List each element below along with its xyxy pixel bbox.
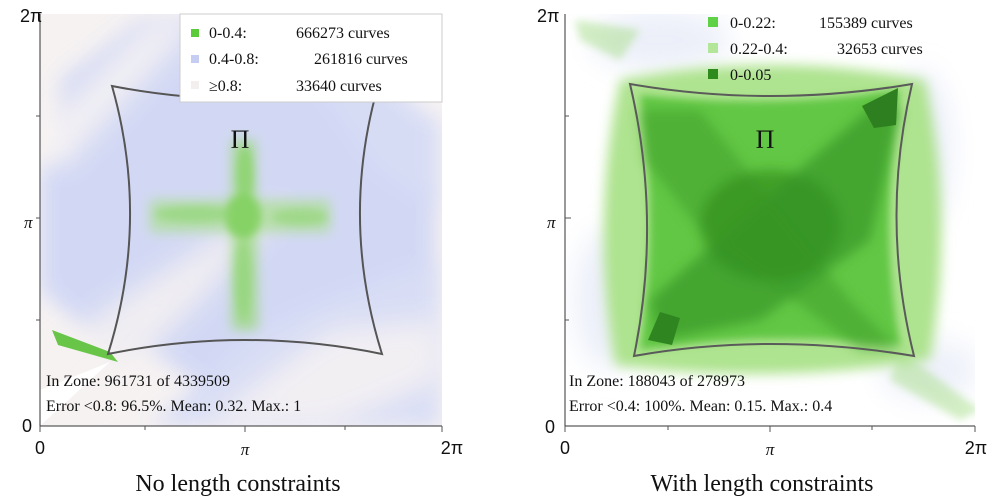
left-x-tick-2pi: 2π xyxy=(441,438,463,458)
right-legend-swatch-0 xyxy=(708,17,718,27)
right-dark-green-diagonals xyxy=(640,100,900,350)
left-legend-count-2: 33640 curves xyxy=(296,78,382,95)
left-legend-name-2: ≥0.8: xyxy=(209,78,242,95)
right-legend-swatch-1 xyxy=(708,43,718,53)
right-legend: 0-0.22: 155389 curves 0.22-0.4: 32653 cu… xyxy=(708,15,923,84)
left-caption: No length constraints xyxy=(135,471,340,497)
right-x-tick-pi: π xyxy=(766,440,775,459)
left-y-tick-pi: π xyxy=(24,213,33,232)
right-legend-swatch-2 xyxy=(708,69,718,79)
right-legend-name-0: 0-0.22: xyxy=(730,15,776,32)
right-dark-corners xyxy=(648,88,898,345)
left-y-tick-2pi: 2π xyxy=(20,6,42,26)
left-green-edge xyxy=(52,330,118,362)
left-legend-swatch-1 xyxy=(191,55,199,63)
right-zone-boundary xyxy=(628,82,916,358)
left-green-core xyxy=(155,147,328,320)
left-stats-error: Error <0.8: 96.5%. Mean: 0.32. Max.: 1 xyxy=(46,398,301,415)
right-point-cloud xyxy=(575,14,975,420)
left-x-tick-0: 0 xyxy=(35,438,45,458)
left-x-tick-pi: π xyxy=(241,440,250,459)
right-legend-count-0: 155389 curves xyxy=(819,15,913,32)
left-legend-swatch-2 xyxy=(191,81,199,89)
right-y-tick-pi: π xyxy=(547,213,556,232)
left-legend-swatch-0 xyxy=(191,29,199,37)
left-region-label: Π xyxy=(231,125,250,154)
right-caption: With length constraints xyxy=(651,471,874,497)
left-legend: 0-0.4: 666273 curves 0.4-0.8: 261816 cur… xyxy=(179,13,443,103)
left-panel: Π 2π π 0 0 π 2π 0-0.4: 666273 curves 0 xyxy=(20,6,463,497)
right-legend-name-2: 0-0.05 xyxy=(730,67,771,84)
right-legend-count-1: 32653 curves xyxy=(837,41,923,58)
right-stats-zone: In Zone: 188043 of 278973 xyxy=(569,373,745,390)
left-legend-name-1: 0.4-0.8: xyxy=(209,51,259,68)
left-legend-name-0: 0-0.4: xyxy=(209,25,247,42)
left-y-tick-0: 0 xyxy=(22,416,32,436)
left-empty-corner xyxy=(40,362,110,426)
right-x-tick-0: 0 xyxy=(560,438,570,458)
right-panel: Π 2π π 0 0 π 2π 0-0.22: 155389 curves 0.… xyxy=(537,6,987,497)
right-scatter-tails xyxy=(575,20,975,420)
right-ticks xyxy=(564,115,976,432)
right-y-tick-0: 0 xyxy=(545,417,555,437)
right-legend-name-1: 0.22-0.4: xyxy=(730,41,788,58)
right-stats-error: Error <0.4: 100%. Mean: 0.15. Max.: 0.4 xyxy=(569,398,832,415)
right-y-tick-2pi: 2π xyxy=(537,6,559,26)
left-ticks xyxy=(36,115,443,432)
right-x-tick-2pi: 2π xyxy=(965,438,987,458)
right-region-label: Π xyxy=(756,125,775,154)
left-stats-zone: In Zone: 961731 of 4339509 xyxy=(46,373,230,390)
left-legend-box xyxy=(179,13,443,103)
left-legend-count-0: 666273 curves xyxy=(296,25,390,42)
left-legend-count-1: 261816 curves xyxy=(314,51,408,68)
